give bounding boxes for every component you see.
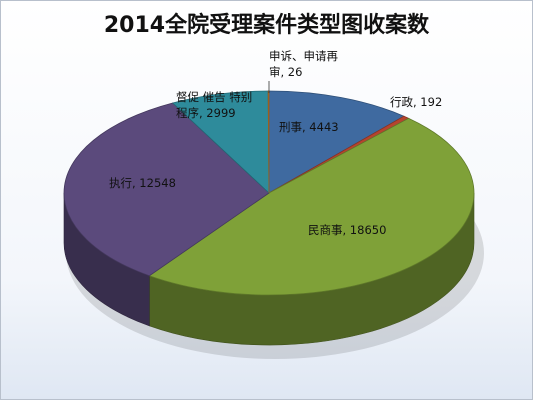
data-label-3: 执行, 12548: [109, 176, 176, 190]
data-label-0: 刑事, 4443: [279, 120, 339, 134]
data-label-0-line-0: 刑事, 4443: [279, 120, 339, 134]
data-label-3-line-0: 执行, 12548: [109, 176, 176, 190]
data-label-5-line-1: 审, 26: [269, 65, 302, 79]
chart-title: 2014全院受理案件类型图收案数: [103, 13, 430, 38]
pie-slice-0: [268, 90, 405, 194]
data-label-4-line-0: 督促 催告 特别: [176, 90, 252, 104]
pie-slice-4: [171, 90, 270, 194]
data-label-1: 行政, 192: [390, 95, 442, 109]
data-label-4: 督促 催告 特别程序, 2999: [176, 90, 252, 120]
data-label-5-line-0: 申诉、申请再: [269, 49, 338, 63]
data-label-4-line-1: 程序, 2999: [176, 106, 236, 120]
data-label-5: 申诉、申请再审, 26: [269, 49, 338, 79]
pie-slice-2: [148, 117, 475, 296]
pie-slice-3: [63, 102, 270, 277]
data-label-2: 民商事, 18650: [308, 223, 386, 237]
data-label-1-line-0: 行政, 192: [390, 95, 442, 109]
data-label-2-line-0: 民商事, 18650: [308, 223, 386, 237]
